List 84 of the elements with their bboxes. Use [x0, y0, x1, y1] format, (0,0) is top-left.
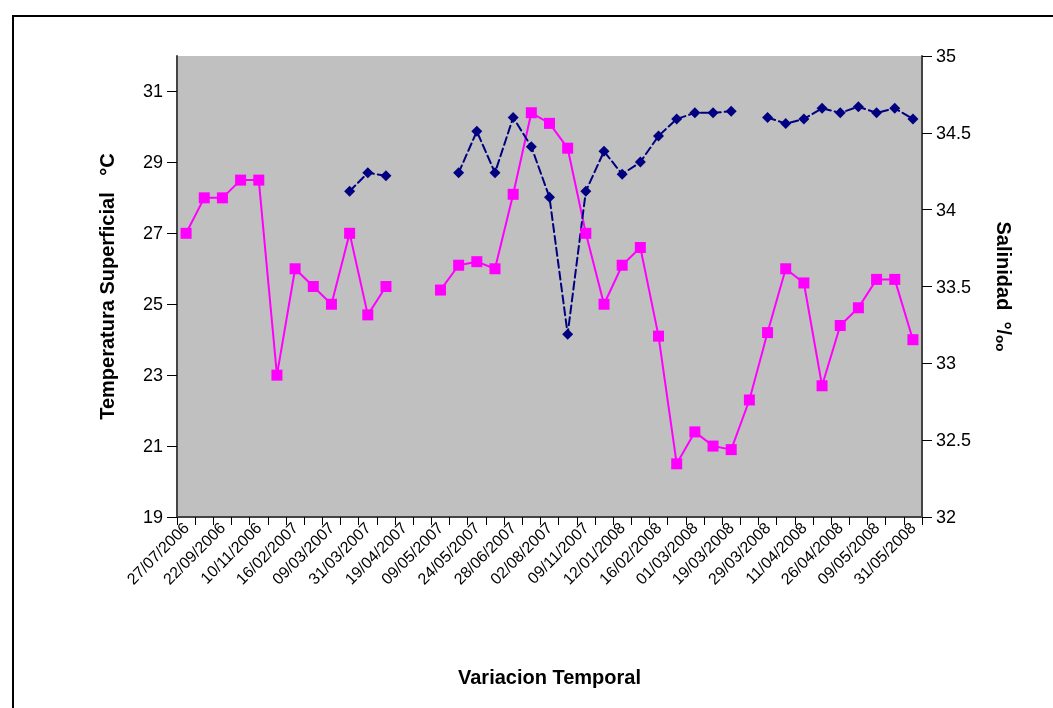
point: [489, 263, 501, 275]
point: [743, 394, 755, 406]
point: [562, 328, 574, 340]
y2-tick-label: 32.5: [936, 430, 972, 451]
point: [525, 141, 537, 153]
point: [634, 241, 646, 253]
point: [907, 113, 919, 125]
y-tick-label: 29: [142, 152, 163, 173]
point: [253, 174, 265, 186]
point: [471, 256, 483, 268]
point: [653, 130, 665, 142]
point: [489, 167, 501, 179]
point: [507, 188, 519, 200]
point: [707, 107, 719, 119]
point: [798, 113, 810, 125]
y2-tick-label: 34.5: [936, 122, 972, 143]
point: [852, 101, 864, 113]
y-tick-label: 21: [142, 436, 163, 457]
point: [634, 156, 646, 168]
point: [271, 369, 283, 381]
point: [525, 107, 537, 119]
point: [544, 117, 555, 129]
point: [725, 105, 737, 117]
point: [889, 273, 901, 285]
point: [689, 426, 701, 438]
point: [453, 259, 465, 271]
point: [871, 273, 883, 285]
point: [507, 111, 519, 123]
y2-tick-label: 33: [936, 353, 957, 374]
point: [762, 111, 774, 123]
y-tick-label: 23: [142, 365, 163, 386]
point: [616, 168, 628, 180]
point: [725, 444, 737, 456]
point: [762, 327, 774, 339]
y2-tick-label: 32: [936, 507, 957, 527]
point: [198, 192, 210, 204]
point: [907, 334, 919, 346]
point: [471, 125, 483, 137]
point: [344, 185, 356, 197]
y2-tick-label: 33.5: [936, 276, 972, 297]
point: [616, 259, 628, 271]
point: [780, 118, 792, 130]
point: [362, 309, 374, 321]
point: [598, 145, 610, 157]
point: [380, 281, 392, 292]
point: [562, 142, 574, 154]
point: [671, 458, 683, 470]
point: [544, 191, 555, 203]
point: [344, 227, 356, 239]
point: [216, 192, 228, 204]
point: [834, 107, 846, 119]
point: [671, 113, 683, 125]
point: [852, 302, 864, 314]
point: [889, 102, 901, 114]
point: [798, 277, 810, 289]
y-tick-label: 19: [142, 507, 163, 527]
point: [307, 281, 319, 292]
point: [453, 167, 465, 179]
point: [434, 284, 446, 296]
y-axis-title: Temperatura Superficial °C: [96, 153, 118, 420]
y2-axis-title: Salinidad °/ₒₒ: [993, 221, 1015, 352]
y-tick-label: 25: [142, 294, 163, 315]
point: [362, 167, 374, 179]
point: [580, 227, 592, 239]
point: [871, 107, 883, 119]
x-axis-title: Variacion Temporal: [457, 666, 642, 688]
point: [235, 174, 247, 186]
point: [689, 107, 701, 119]
point: [834, 320, 846, 332]
point: [325, 298, 337, 310]
point: [707, 440, 719, 452]
y-tick-label: 27: [142, 223, 163, 244]
point: [780, 263, 792, 275]
y2-tick-label: 35: [936, 46, 957, 66]
point: [289, 263, 301, 275]
point: [580, 185, 592, 197]
point: [653, 330, 665, 342]
point: [816, 380, 828, 392]
point: [180, 227, 192, 239]
point: [816, 102, 828, 114]
point: [380, 170, 392, 182]
point: [598, 298, 610, 310]
y-tick-label: 31: [142, 81, 163, 102]
y2-tick-label: 34: [936, 199, 957, 220]
